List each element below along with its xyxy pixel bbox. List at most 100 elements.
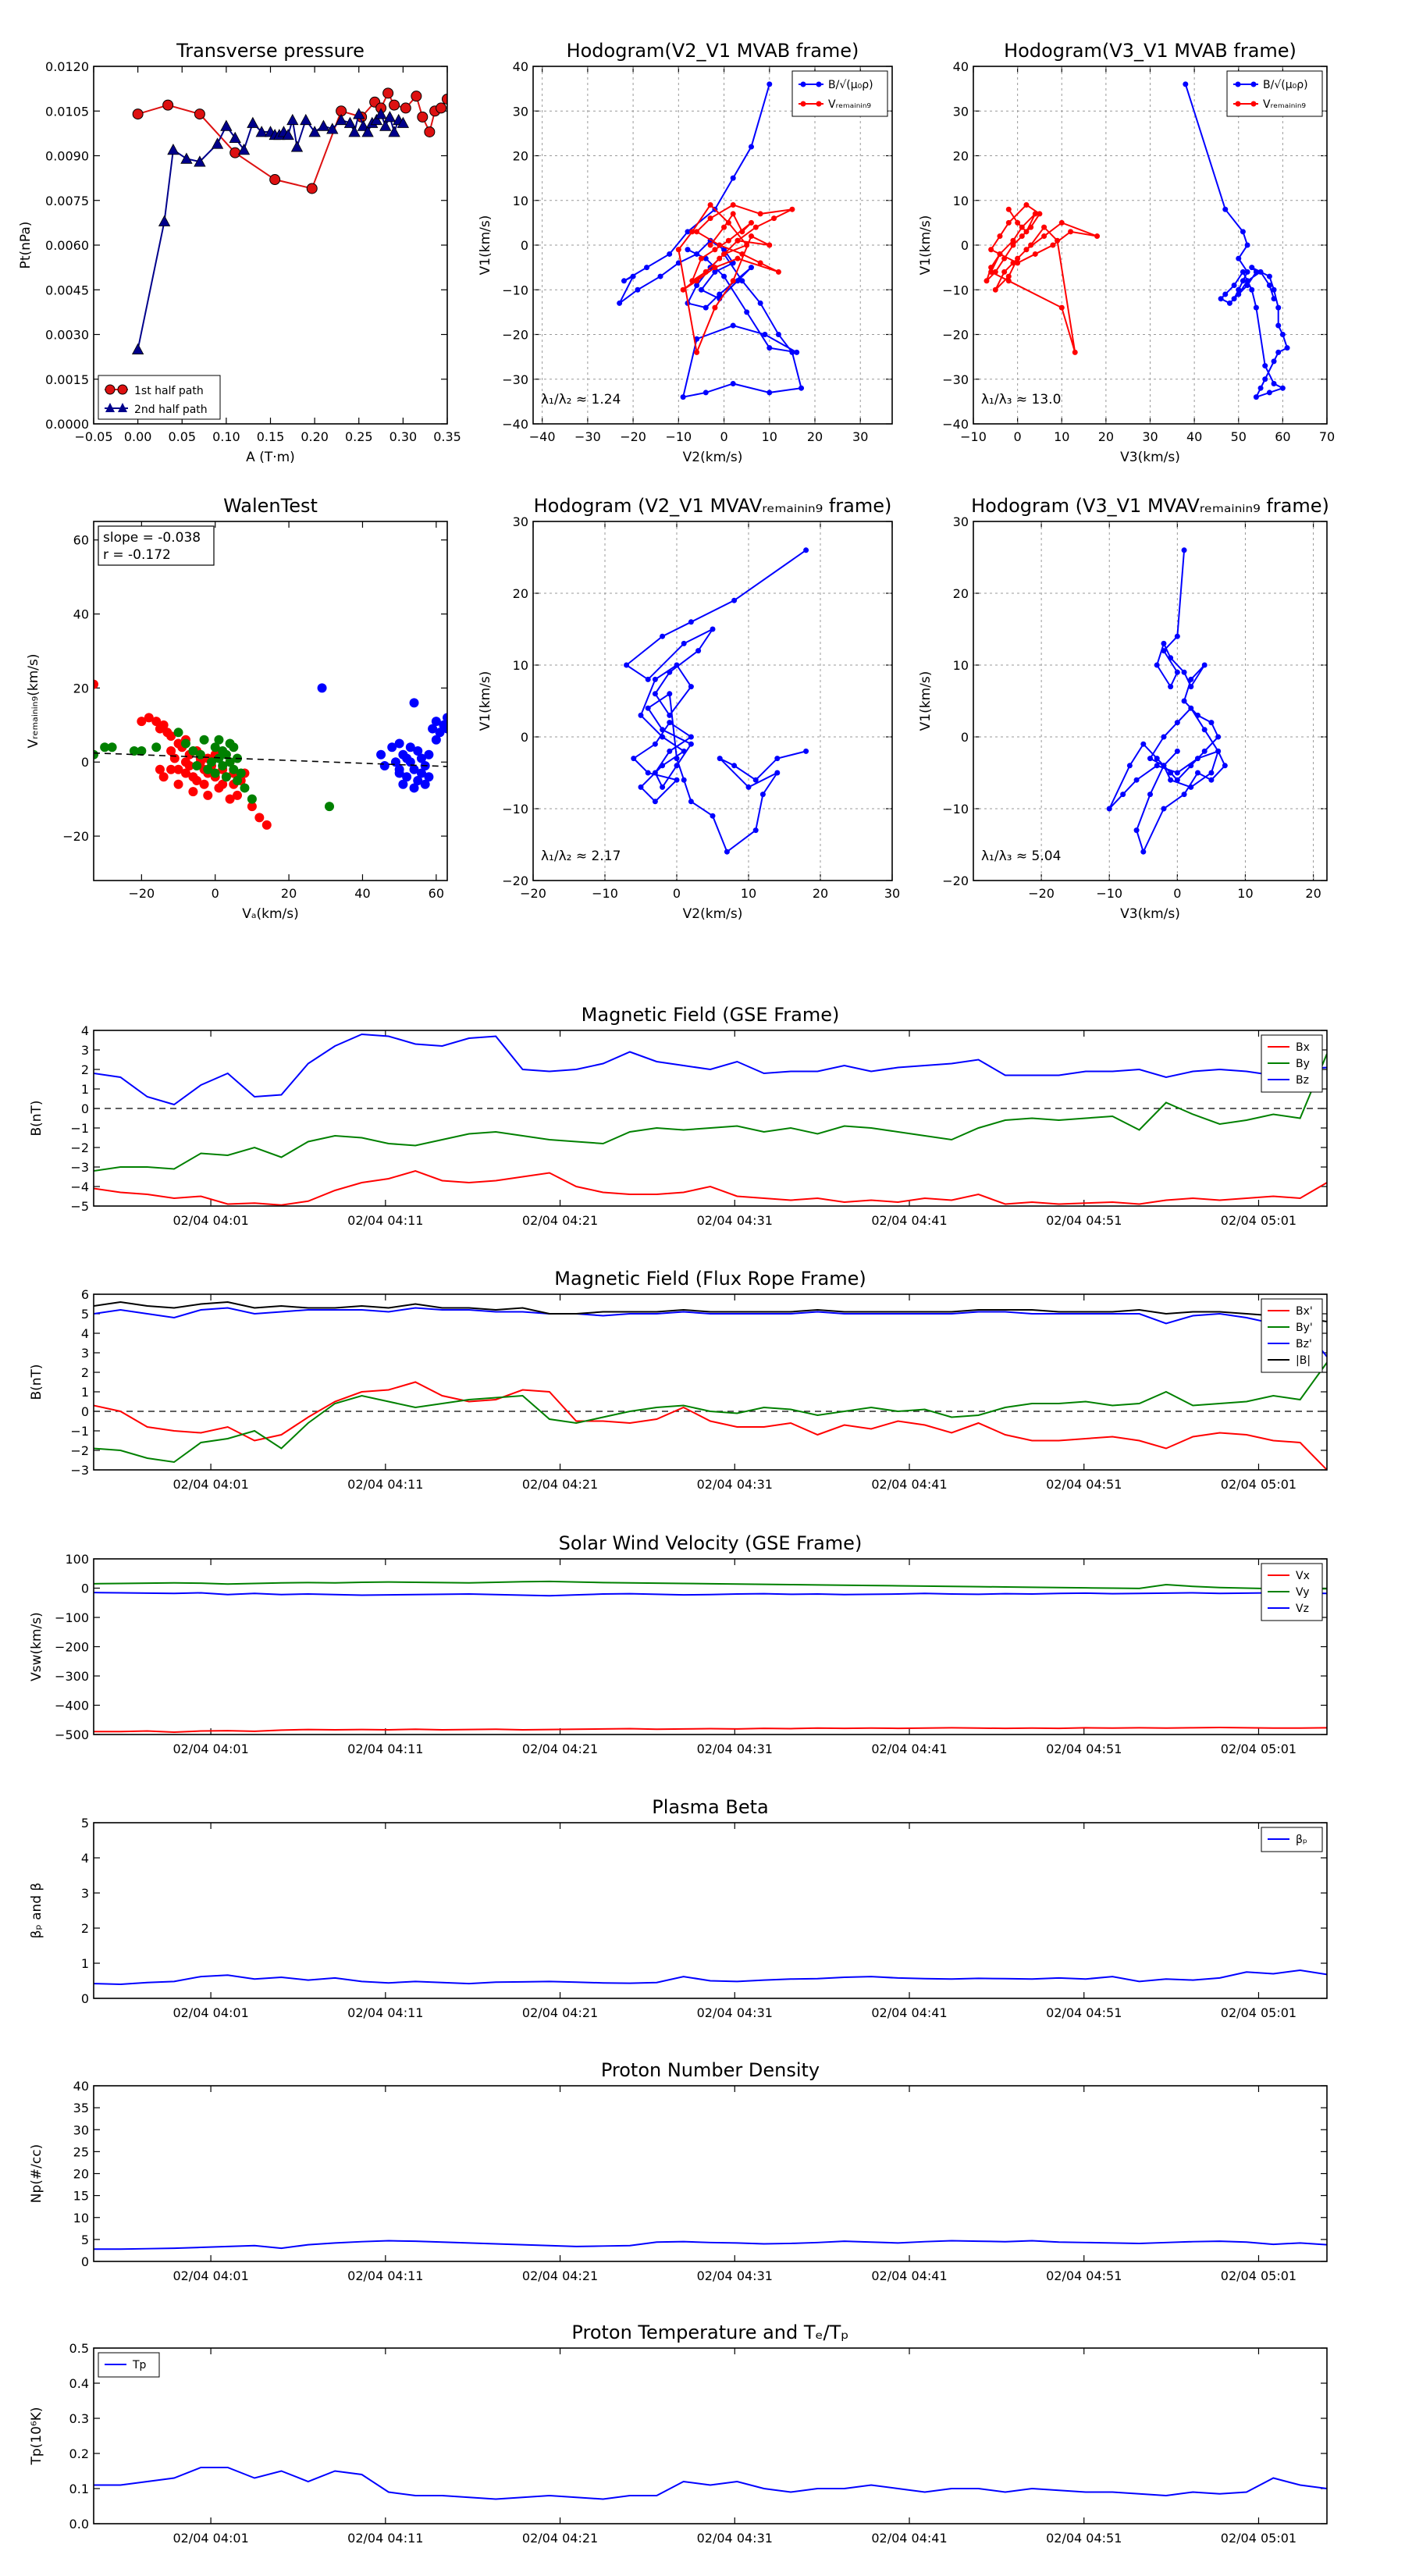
data-point — [667, 251, 673, 257]
time-tick-label: 02/04 04:01 — [173, 1477, 248, 1492]
data-point — [1010, 260, 1016, 266]
time-tick-label: 02/04 04:41 — [871, 2531, 947, 2546]
data-point — [411, 91, 422, 102]
x-tick-label: 0.35 — [433, 429, 461, 444]
data-point — [237, 144, 251, 155]
series-line-0 — [94, 1381, 1327, 1470]
y-axis-label: Np(#/cc) — [29, 2144, 44, 2203]
data-point — [752, 224, 759, 230]
data-point — [757, 300, 763, 306]
data-point — [233, 790, 243, 800]
data-point — [1188, 676, 1194, 682]
data-point — [988, 269, 994, 275]
x-tick-label: 0 — [720, 429, 727, 444]
data-point — [210, 742, 220, 753]
data-point — [1161, 806, 1167, 812]
plot-frame — [532, 66, 893, 425]
y-tick-label: 0.1 — [69, 2482, 89, 2496]
data-point — [229, 147, 241, 158]
eigenvalue-ratio: λ₁/λ₂ ≈ 1.24 — [541, 392, 621, 407]
data-point — [158, 772, 169, 782]
series-line-3 — [94, 1300, 1327, 1322]
data-point — [752, 827, 759, 834]
x-tick-label: −20 — [128, 886, 155, 901]
plot-frame — [93, 2347, 1328, 2524]
data-point — [717, 291, 723, 297]
series-first-half — [132, 87, 447, 194]
y-tick-label: 2 — [81, 1921, 89, 1936]
time-tick-label: 02/04 05:01 — [1221, 2531, 1297, 2546]
chart-h4: Hodogram (V3_V1 MVAVᵣₑₘₐᵢₙᵢₙ₉ frame) V1(k… — [918, 495, 1329, 922]
y-axis-label: Vsw(km/s) — [29, 1612, 44, 1681]
data-point — [416, 753, 426, 763]
data-point — [984, 278, 990, 284]
y-tick-label: 0 — [81, 1991, 89, 2006]
data-point — [731, 597, 738, 603]
data-point — [431, 735, 441, 745]
data-point — [660, 633, 666, 639]
legend: B/√(μ₀ρ) Vᵣₑₘₐᵢₙᵢₙ₉ — [791, 70, 888, 117]
series-line — [1184, 84, 1289, 399]
data-point — [180, 768, 190, 778]
data-point — [707, 201, 713, 208]
series-line-0 — [94, 1726, 1327, 1734]
y-axis-label: V1(km/s) — [918, 215, 934, 276]
data-point — [645, 770, 651, 776]
data-point — [1222, 291, 1229, 297]
series-line-0 — [94, 1169, 1327, 1206]
data-point — [1005, 206, 1012, 212]
data-point — [370, 113, 383, 126]
legend-label: Bz — [1296, 1074, 1309, 1087]
y-tick-label: 0.0000 — [45, 417, 89, 432]
y-tick-label: −40 — [502, 417, 528, 432]
data-point — [94, 679, 98, 689]
legend-box — [791, 70, 888, 117]
legend: B/√(μ₀ρ) Vᵣₑₘₐᵢₙᵢₙ₉ — [1226, 70, 1323, 117]
data-point — [1140, 741, 1147, 747]
time-tick-label: 02/04 04:11 — [347, 2268, 423, 2283]
y-tick-label: 0 — [521, 730, 528, 745]
data-point — [1041, 224, 1048, 230]
data-point — [1161, 734, 1167, 740]
y-tick-label: −20 — [942, 873, 969, 888]
legend-marker — [1250, 81, 1257, 87]
data-point — [1041, 233, 1048, 240]
series-1 — [984, 201, 1101, 355]
data-point — [382, 87, 394, 99]
data-point — [1005, 278, 1012, 284]
data-point — [735, 255, 741, 262]
data-point — [645, 676, 651, 682]
legend-marker — [105, 403, 115, 412]
x-tick-label: 20 — [813, 886, 828, 901]
time-tick-label: 02/04 04:51 — [1046, 1213, 1122, 1228]
data-point — [694, 229, 700, 235]
data-point — [1015, 255, 1021, 262]
data-point — [1236, 255, 1242, 262]
chart-bgse: Magnetic Field (GSE Frame) B(nT) −5 −4 −3 −2 −… — [29, 1004, 1328, 1228]
data-point — [1058, 219, 1065, 226]
data-point — [803, 748, 809, 754]
time-tick-label: 02/04 04:21 — [522, 1213, 598, 1228]
data-point — [1275, 304, 1282, 311]
y-tick-label: 0.0045 — [45, 283, 89, 297]
data-point — [1147, 756, 1153, 762]
time-tick-label: 02/04 04:21 — [522, 2268, 598, 2283]
data-point — [1023, 229, 1030, 235]
x-tick-label: 10 — [1237, 886, 1253, 901]
data-point — [1262, 363, 1268, 369]
legend-marker — [1235, 81, 1241, 87]
data-point — [667, 669, 673, 675]
chart-np: Proton Number Density Np(#/cc) 0 5 10 15 20 25 3… — [29, 2059, 1328, 2283]
y-tick-label: −10 — [502, 283, 528, 297]
data-point — [789, 349, 795, 355]
data-point — [387, 742, 397, 753]
time-tick-label: 02/04 04:21 — [522, 2005, 598, 2020]
x-axis-label: A (T·m) — [246, 450, 295, 465]
y-tick-label: −20 — [502, 873, 528, 888]
data-point — [735, 278, 741, 284]
y-tick-label: −1 — [70, 1121, 89, 1136]
y-tick-label: 10 — [953, 658, 969, 673]
y-tick-label: 0 — [81, 755, 89, 770]
data-point — [635, 286, 641, 293]
data-point — [240, 783, 250, 793]
